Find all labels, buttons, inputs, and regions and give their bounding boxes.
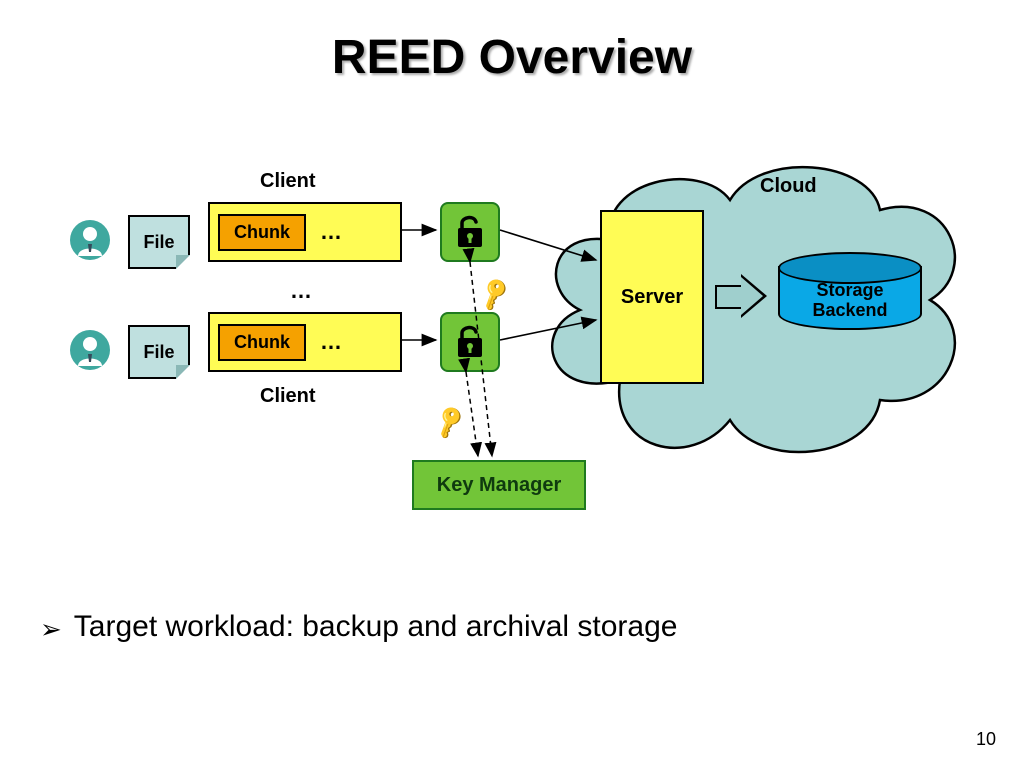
- client-bottom-label: Client: [260, 385, 316, 408]
- file-label: File: [143, 232, 174, 253]
- block-arrow-icon: [715, 275, 765, 315]
- lock-open-icon: [456, 215, 484, 249]
- bullet-line: ➢ Target workload: backup and archival s…: [40, 610, 677, 644]
- user-icon: [70, 330, 110, 370]
- client-top-label: Client: [260, 170, 316, 193]
- file-box: File: [128, 215, 190, 269]
- server-label: Server: [621, 286, 683, 309]
- file-box: File: [128, 325, 190, 379]
- bullet-marker-icon: ➢: [40, 614, 62, 645]
- lock-box-bottom: [440, 312, 500, 372]
- storage-cylinder: Storage Backend: [778, 252, 918, 338]
- page-number: 10: [976, 729, 996, 750]
- client-box-top: Chunk …: [208, 202, 402, 262]
- server-box: Server: [600, 210, 704, 384]
- key-icon: 🔑: [475, 275, 514, 314]
- ellipsis: …: [320, 329, 342, 355]
- diagram-area: Client Cloud File Chunk … … File: [60, 160, 970, 560]
- row-ellipsis: …: [290, 278, 312, 304]
- chunk-box: Chunk: [218, 324, 306, 361]
- key-manager-box: Key Manager: [412, 460, 586, 510]
- chunk-box: Chunk: [218, 214, 306, 251]
- slide-title: REED Overview: [0, 30, 1024, 85]
- key-manager-label: Key Manager: [437, 474, 562, 497]
- lock-open-icon: [456, 325, 484, 359]
- file-label: File: [143, 342, 174, 363]
- lock-box-top: [440, 202, 500, 262]
- bullet-text: Target workload: backup and archival sto…: [74, 610, 678, 644]
- storage-label: Storage Backend: [778, 280, 922, 320]
- key-icon: 🔑: [430, 403, 469, 442]
- user-icon: [70, 220, 110, 260]
- client-box-bottom: Chunk …: [208, 312, 402, 372]
- cloud-label: Cloud: [760, 175, 817, 198]
- ellipsis: …: [320, 219, 342, 245]
